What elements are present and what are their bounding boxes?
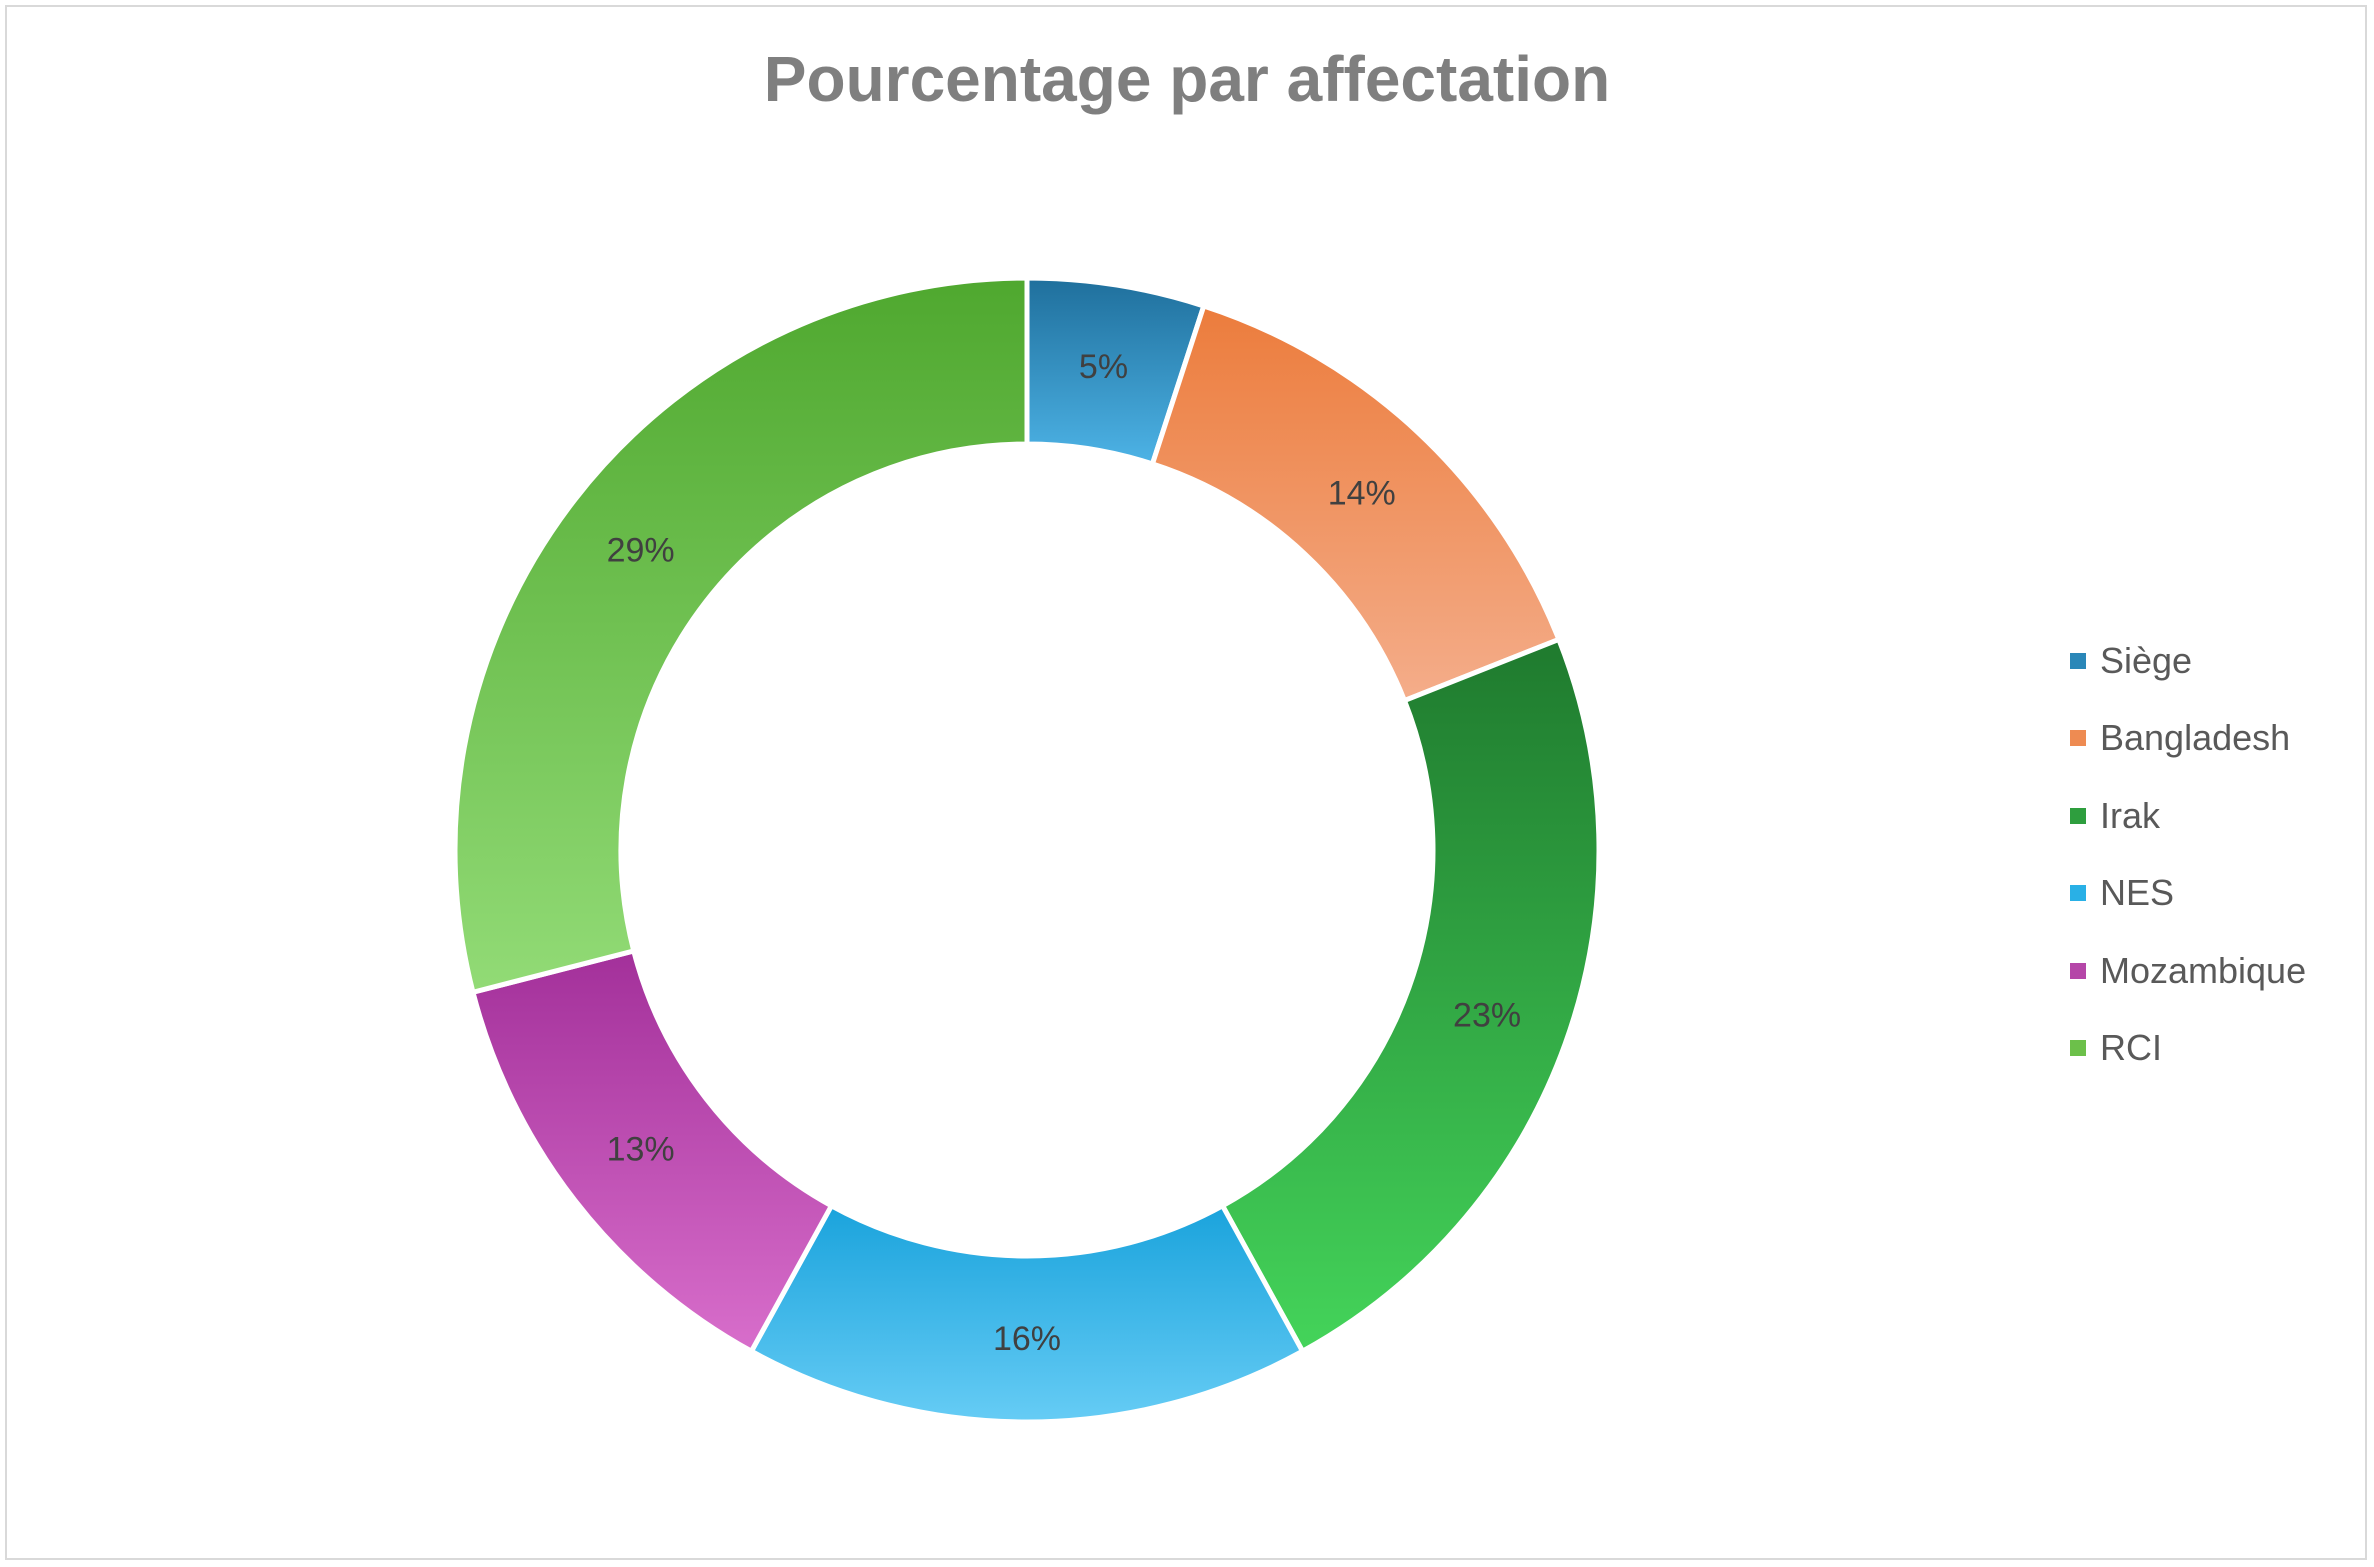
legend-item-mozambique: Mozambique [2070,932,2306,1010]
legend-swatch [2070,885,2086,902]
legend-swatch [2070,807,2086,824]
legend-item-nes: NES [2070,855,2306,933]
legend-swatch [2070,1040,2086,1057]
data-label-rci: 29% [607,531,675,569]
legend-label: Irak [2100,794,2161,836]
legend-item-siege: Siège [2070,622,2306,700]
data-label-mozambique: 13% [607,1131,675,1169]
legend-item-bangladesh: Bangladesh [2070,700,2306,778]
chart-legend: Siège Bangladesh Irak NES Mozambique RCI [2070,622,2306,1087]
legend-item-rci: RCI [2070,1010,2306,1088]
legend-label: NES [2100,872,2175,914]
slice-rci [452,275,1030,995]
data-label-nes: 16% [993,1320,1061,1358]
chart-title: Pourcentage par affectation [763,43,1611,115]
slice-irak [1220,636,1602,1354]
legend-label: Siège [2100,639,2193,681]
legend-swatch [2070,730,2086,747]
legend-label: RCI [2100,1027,2162,1069]
data-label-siege: 5% [1079,348,1128,386]
legend-swatch [2070,652,2086,669]
legend-label: Mozambique [2100,949,2307,991]
legend-item-irak: Irak [2070,777,2306,855]
legend-label: Bangladesh [2100,717,2291,759]
slice-nes [748,1203,1306,1425]
legend-swatch [2070,962,2086,979]
data-label-irak: 23% [1453,997,1521,1035]
data-label-bangladesh: 14% [1328,475,1396,513]
